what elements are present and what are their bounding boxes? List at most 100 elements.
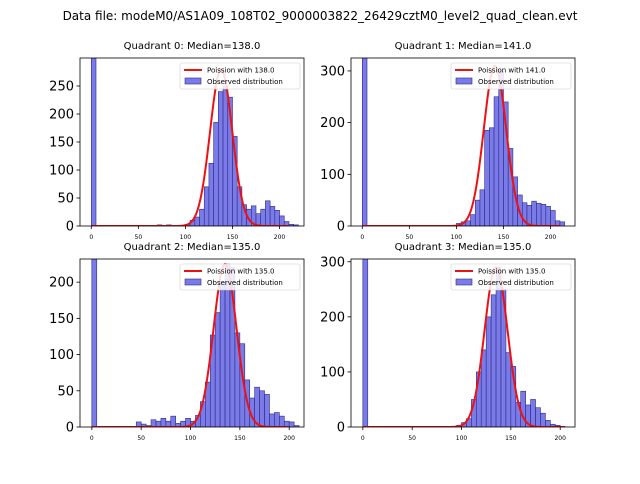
poisson-curve [91,68,289,226]
subplot-0: Quadrant 0: Median=138.0 0 50 100 150 200 0 50 1… [49,41,305,241]
x-tick-label: 200 [554,435,566,442]
histogram-bar [550,210,556,226]
x-tick-label: 100 [456,435,468,442]
histogram-bar [559,221,565,226]
y-tick-label: 0 [66,220,74,235]
x-tick-label: 200 [274,234,286,241]
y-tick-label: 100 [320,365,345,380]
histogram-bar [194,216,200,226]
legend: Poission with 135.0 Observed distribution [179,263,301,291]
subplot-title: Quadrant 3: Median=135.0 [395,242,532,253]
histogram-bar [264,394,270,427]
x-tick-label: 100 [451,234,463,241]
histogram-bar [203,186,210,226]
y-tick-label: 200 [320,310,345,325]
histogram-bar [530,399,536,427]
y-tick-label: 100 [320,168,345,183]
legend-bar-swatch [184,278,202,286]
subplot-title: Quadrant 1: Median=141.0 [395,41,532,52]
legend-bar-swatch [455,278,473,286]
axes-frame [79,258,305,428]
x-tick-label: 100 [180,234,192,241]
histogram-bar [213,122,219,226]
histogram-bar [279,215,285,226]
suptitle: Data file: modeM0/AS1A09_108T02_90000038… [63,9,578,23]
histogram-bar [288,421,295,427]
x-tick-label: 150 [234,435,246,442]
histogram-bar [535,407,541,427]
legend: Poission with 138.0 Observed distribution [179,62,301,90]
histogram-bar [484,130,490,226]
histogram-bar [485,316,492,427]
subplot-title: Quadrant 0: Median=138.0 [124,41,261,52]
legend-box [450,62,572,90]
legend-bar-swatch [455,77,473,85]
subplot-2: Quadrant 2: Median=135.0 0 50 100 150 200 0 50 1… [49,242,305,442]
legend: Poission with 135.0 Observed distribution [450,263,572,291]
x-tick-label: 0 [360,234,364,241]
histogram-bar [170,415,177,427]
histogram-bar [90,58,97,226]
y-tick-label: 200 [49,108,74,123]
y-tick-label: 0 [337,220,345,235]
y-tick-label: 50 [57,192,74,207]
x-tick-label: 0 [89,234,93,241]
x-tick-label: 50 [406,234,414,241]
histogram-bar [259,390,265,427]
x-tick-label: 0 [361,435,365,442]
x-tick-label: 50 [135,234,143,241]
y-tick-label: 250 [49,80,74,95]
y-tick-label: 150 [49,136,74,151]
legend-label-observed: Observed distribution [478,279,554,287]
histogram-bar [489,127,495,226]
legend-label-poisson: Poission with 138.0 [207,67,275,75]
x-tick-label: 50 [408,435,416,442]
poisson-curve [362,64,560,226]
y-tick-label: 0 [66,421,74,436]
histogram-bar [269,206,276,226]
histogram-bar [480,349,487,427]
histogram-bar [274,412,280,427]
x-tick-label: 200 [545,234,557,241]
histogram-bar [536,202,542,226]
x-tick-label: 150 [498,234,510,241]
histogram-bar [540,412,546,427]
y-tick-label: 300 [320,64,345,79]
legend-label-observed: Observed distribution [207,78,283,86]
histogram-bar [479,189,485,226]
histogram-bar [199,208,205,226]
y-tick-label: 0 [337,421,345,436]
axes-frame [350,57,576,227]
legend-label-poisson: Poission with 135.0 [478,268,546,276]
histogram-bar [283,221,290,226]
x-tick-label: 0 [90,435,94,442]
y-tick-label: 200 [320,116,345,131]
y-tick-label: 300 [320,255,345,270]
histogram-bar [160,418,167,427]
histogram-bar [505,352,512,427]
histogram-bar [269,413,275,427]
histogram-bar [495,266,502,427]
subplot-title: Quadrant 2: Median=135.0 [124,242,261,253]
histogram-bar [474,199,481,226]
histogram-bar [510,366,517,427]
legend-label-poisson: Poission with 135.0 [207,268,275,276]
histogram-bar [490,294,497,427]
x-tick-label: 150 [227,234,239,241]
histogram-bar [361,58,368,226]
x-tick-label: 100 [185,435,197,442]
histogram-bar [218,91,224,226]
y-tick-label: 150 [49,312,74,327]
histogram-bar [545,420,551,427]
histogram-bar [493,96,500,226]
legend-label-poisson: Poission with 141.0 [478,67,546,75]
histogram-bar [293,224,299,226]
legend: Poission with 141.0 Observed distribution [450,62,572,90]
y-tick-label: 100 [49,348,74,363]
poisson-curve [362,266,566,427]
legend-label-observed: Observed distribution [207,279,283,287]
subplot-3: Quadrant 3: Median=135.0 0 50 100 150 200 0 100… [320,242,576,442]
legend-box [179,263,301,291]
